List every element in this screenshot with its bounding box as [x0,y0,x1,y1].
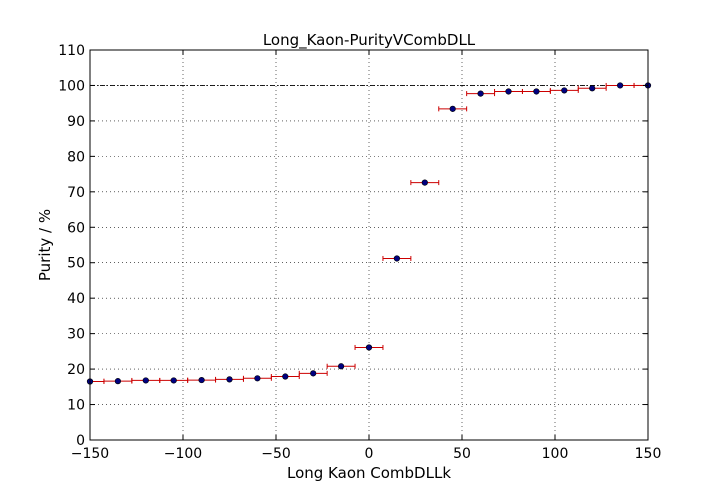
x-tick-label: 150 [635,446,662,462]
ticks: −150 −100 −50 0 50 100 150 0 10 20 30 40 50 60 70 80 90 1… [58,43,661,462]
x-tick-label: −100 [164,446,202,462]
x-tick-label: −150 [71,446,109,462]
data-point [170,377,177,384]
data-point [310,370,317,377]
x-tick-label: −50 [261,446,291,462]
data-point [282,373,289,380]
data-point [338,363,345,370]
y-tick-label: 70 [67,185,85,201]
data-point [393,255,401,262]
y-tick-label: 90 [67,114,85,130]
y-tick-label: 50 [67,256,85,272]
y-tick-label: 30 [67,327,85,343]
y-tick-label: 60 [67,220,85,236]
y-tick-label: 20 [67,362,85,378]
x-tick-label: 100 [542,446,569,462]
y-tick-label: 10 [67,398,85,414]
y-tick-label: 80 [67,149,85,165]
data-point [114,378,121,385]
data-point [589,85,596,92]
data-point [561,87,568,94]
x-axis-title: Long Kaon CombDLLk [287,464,451,482]
chart-title: Long_Kaon-PurityVCombDLL [263,31,476,50]
data-layer [86,82,652,385]
y-tick-label: 0 [76,433,85,449]
data-point [254,375,261,382]
data-point [477,90,484,97]
data-point [616,82,624,89]
data-point [198,376,205,384]
y-tick-label: 100 [58,78,85,94]
y-tick-label: 40 [67,291,85,307]
data-point [142,377,149,384]
x-tick-label: 0 [365,446,374,462]
x-tick-label: 50 [453,446,471,462]
data-point [226,376,233,383]
data-point [421,179,428,186]
y-axis-title: Purity / % [36,209,54,281]
data-point [533,88,540,95]
data-point [365,344,373,351]
data-point [449,105,456,112]
data-point [505,88,512,95]
y-tick-label: 110 [58,43,85,59]
